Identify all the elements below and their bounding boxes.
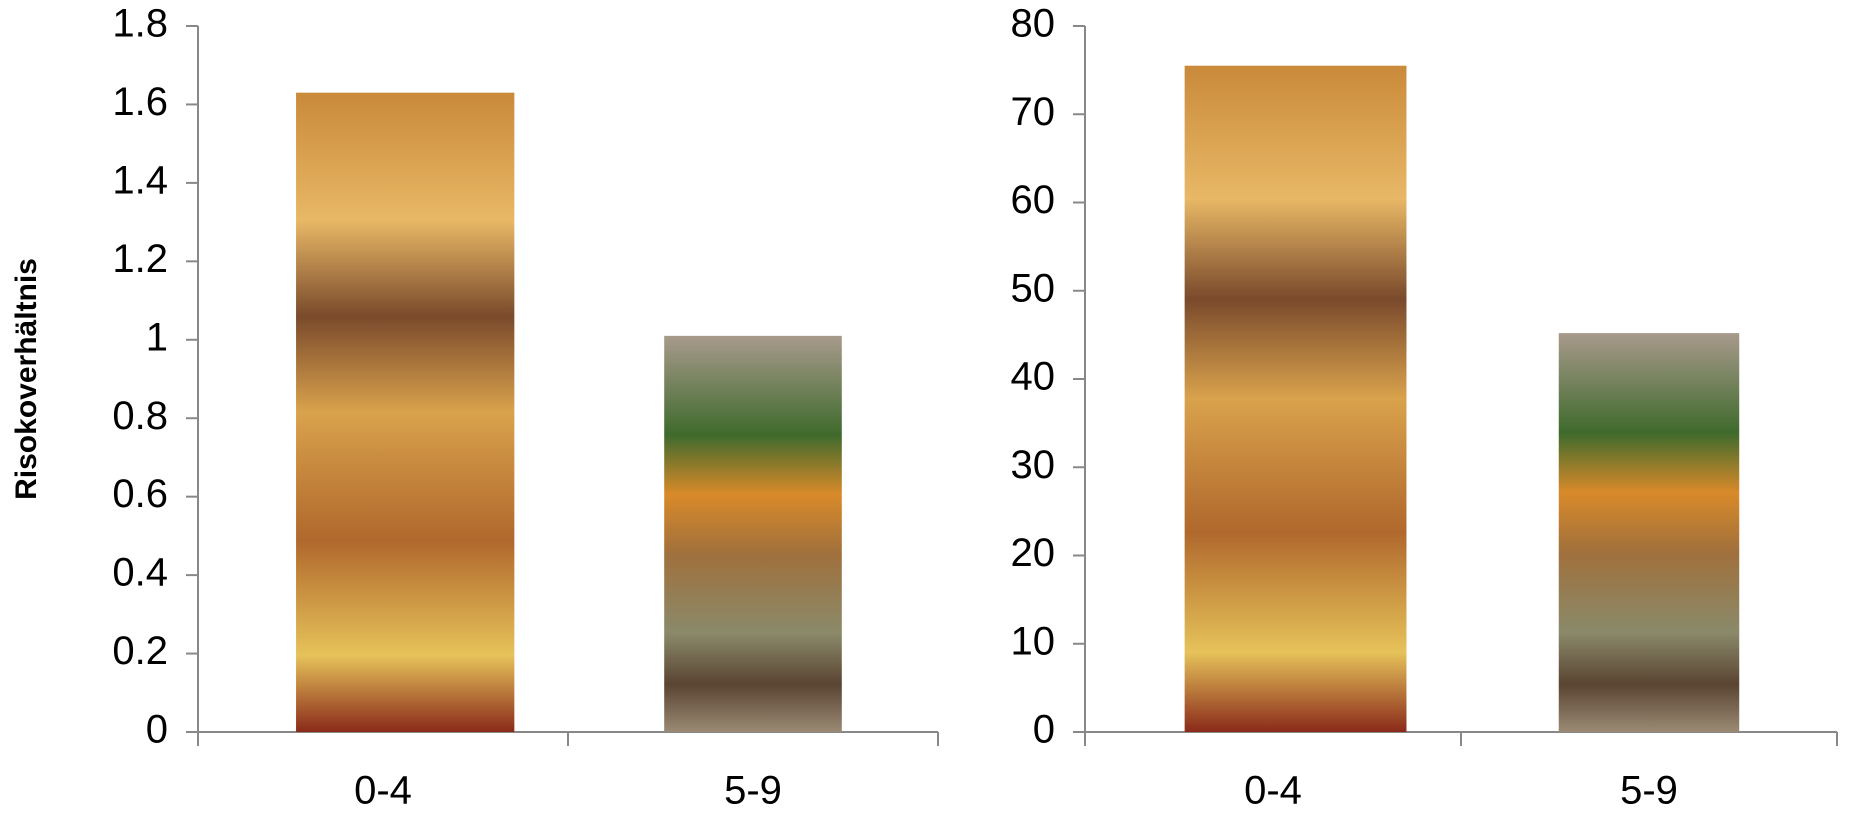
bar — [664, 335, 842, 732]
y-tick-label: 80 — [1011, 2, 1056, 46]
y-tick-label: 50 — [1011, 266, 1056, 310]
y-axis-label: Risokoverhältnis — [10, 258, 43, 500]
y-tick-label: 70 — [1011, 90, 1056, 134]
y-tick-label: 0.6 — [112, 472, 168, 516]
y-tick-label: 1.6 — [112, 80, 168, 124]
y-tick-label: 30 — [1011, 443, 1056, 487]
bar — [1184, 65, 1407, 732]
y-tick-label: 1.4 — [112, 158, 168, 202]
y-tick-label: 0 — [146, 708, 168, 752]
y-tick-label: 10 — [1011, 619, 1056, 663]
x-tick-label: 0-4 — [1244, 769, 1302, 813]
x-tick-label: 0-4 — [354, 769, 412, 813]
y-tick-label: 60 — [1011, 178, 1056, 222]
y-tick-label: 1.2 — [112, 237, 168, 281]
y-tick-label: 0.2 — [112, 629, 168, 673]
y-tick-label: 0 — [1033, 708, 1055, 752]
y-tick-label: 40 — [1011, 355, 1056, 399]
x-tick-label: 5-9 — [724, 769, 782, 813]
y-tick-label: 0.4 — [112, 551, 168, 595]
bar — [1558, 333, 1740, 732]
y-tick-label: 20 — [1011, 531, 1056, 575]
bar — [296, 92, 515, 732]
y-tick-label: 1 — [146, 315, 168, 359]
y-tick-label: 0.8 — [112, 394, 168, 438]
x-tick-label: 5-9 — [1620, 769, 1678, 813]
y-tick-label: 1.8 — [112, 2, 168, 46]
